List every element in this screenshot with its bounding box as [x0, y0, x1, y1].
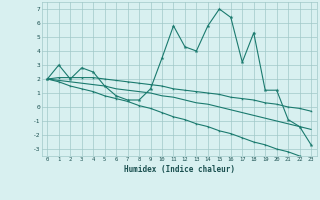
X-axis label: Humidex (Indice chaleur): Humidex (Indice chaleur) — [124, 165, 235, 174]
